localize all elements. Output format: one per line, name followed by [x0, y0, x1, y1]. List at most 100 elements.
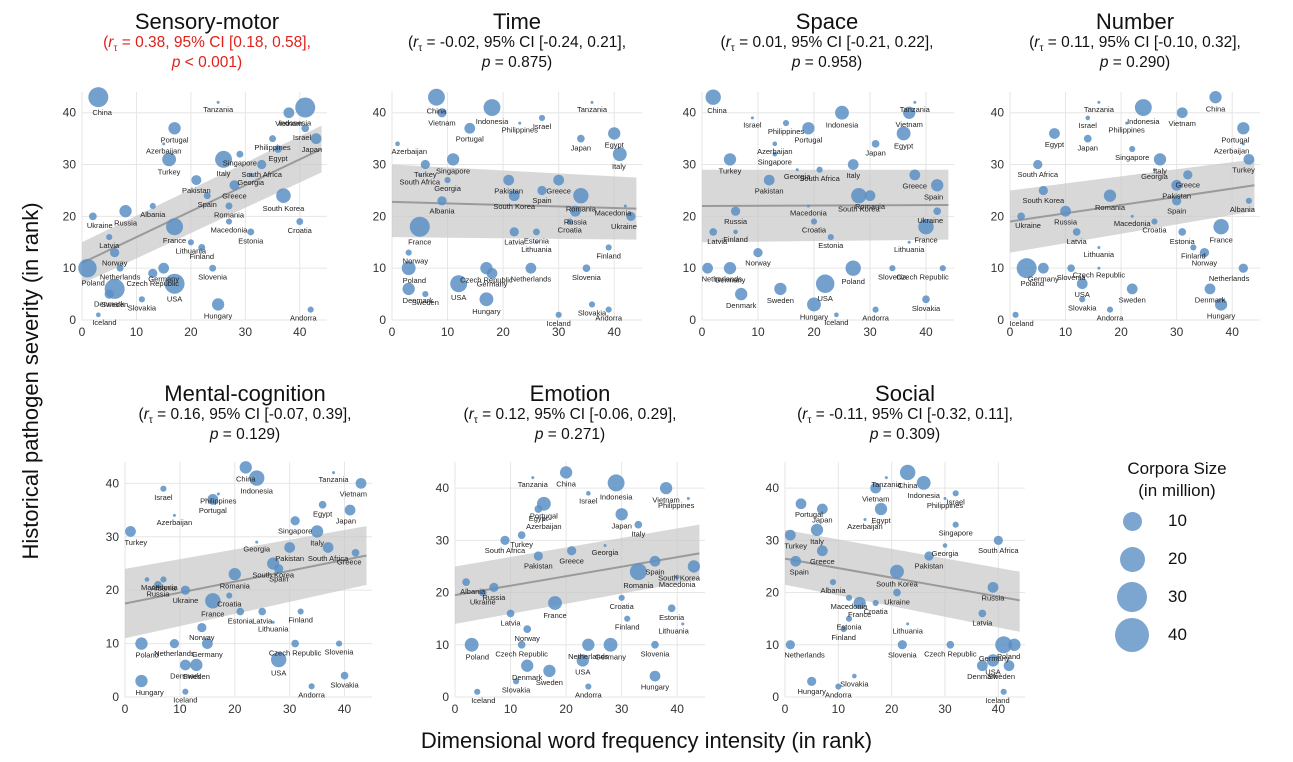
data-point	[446, 153, 460, 166]
data-point	[508, 190, 520, 202]
data-point	[255, 540, 259, 544]
x-axis-label: Dimensional word frequency intensity (in…	[420, 728, 873, 753]
data-point	[590, 100, 594, 104]
point-label: Latvia	[707, 237, 728, 246]
data-point	[943, 497, 947, 501]
point-label: Denmark	[726, 301, 757, 310]
data-point	[608, 127, 621, 140]
point-label: Japan	[336, 516, 356, 525]
data-point	[913, 100, 917, 104]
point-label: Vietnam	[862, 494, 889, 503]
point-label: France	[408, 238, 431, 247]
point-label: Iceland	[471, 696, 495, 705]
y-tick-label: 20	[106, 583, 120, 597]
data-point	[834, 312, 839, 318]
data-point	[168, 122, 181, 135]
point-label: Spain	[790, 568, 809, 577]
data-point	[993, 535, 1003, 545]
point-label: Georgia	[434, 184, 462, 193]
point-label: South Korea	[252, 571, 295, 580]
data-point	[790, 555, 802, 567]
data-point	[290, 516, 300, 526]
data-point	[577, 134, 585, 143]
data-point	[1126, 283, 1138, 295]
point-label: Azerbaijan	[146, 146, 181, 155]
data-point	[1209, 91, 1222, 104]
data-point	[864, 190, 876, 202]
data-point	[518, 121, 522, 125]
panel-title-emotion: Emotion (rτ = 0.12, 95% CI [-0.06, 0.29]…	[425, 381, 715, 443]
point-label: Indonesia	[279, 119, 312, 128]
point-label: Indonesia	[826, 121, 859, 130]
panel-name: Social	[875, 381, 935, 406]
point-label: Israel	[533, 122, 552, 131]
panel-stat: (rτ = -0.11, 95% CI [-0.32, 0.11],	[797, 406, 1013, 427]
point-label: Croatia	[1142, 226, 1167, 235]
data-point	[158, 262, 170, 274]
y-tick-label: 20	[373, 209, 387, 223]
data-point	[422, 291, 429, 298]
y-tick-label: 0	[442, 690, 449, 704]
point-label: Egypt	[605, 141, 625, 150]
panel-name: Emotion	[529, 381, 611, 406]
y-tick-label: 20	[991, 209, 1005, 223]
data-point	[462, 578, 470, 586]
data-point	[899, 464, 916, 481]
point-label: Portugal	[530, 512, 558, 521]
data-point	[437, 108, 447, 118]
data-point	[1190, 244, 1197, 251]
point-label: Romania	[566, 204, 597, 213]
data-point	[916, 475, 931, 490]
legend-label: 10	[1168, 511, 1187, 531]
point-label: Latvia	[501, 618, 522, 627]
data-point	[845, 260, 861, 276]
data-point	[939, 265, 946, 272]
trend-line	[81, 148, 322, 264]
data-point	[931, 179, 944, 192]
point-label: Latvia	[99, 241, 120, 250]
data-point	[198, 243, 206, 251]
data-point	[249, 470, 265, 486]
data-point	[978, 609, 987, 618]
panel-p: p = 0.875)	[481, 54, 553, 72]
panel-name: Mental-cognition	[164, 381, 326, 406]
point-label: Philippines	[502, 126, 539, 135]
point-label: France	[848, 610, 871, 619]
data-point	[201, 638, 213, 649]
panel-title-space: Space (rτ = 0.01, 95% CI [-0.21, 0.22], …	[682, 9, 972, 71]
point-label: Egypt	[529, 514, 549, 523]
point-label: Albania	[820, 586, 846, 595]
panel-p: p < 0.001)	[171, 54, 243, 72]
point-label: Lithuania	[658, 626, 689, 635]
data-point	[405, 249, 412, 256]
point-label: Philippines	[1109, 126, 1146, 135]
legend-entry: 30	[1102, 578, 1252, 616]
scatter-panel: 0 10 20 30 40 0 10 20 30 40 Tanzania China Indonesia…	[106, 461, 372, 716]
point-label: Norway	[189, 633, 215, 642]
point-label: Turkey	[414, 170, 437, 179]
point-label: South Korea	[263, 204, 306, 213]
data-point	[815, 274, 835, 293]
data-point	[464, 637, 479, 652]
point-label: Romania	[623, 581, 654, 590]
point-label: South Korea	[1022, 196, 1065, 205]
point-label: Slovakia	[128, 303, 157, 312]
data-point	[1079, 296, 1086, 303]
data-point	[401, 261, 416, 276]
data-point	[750, 116, 754, 120]
data-point	[236, 150, 244, 158]
point-label: Slovenia	[641, 650, 671, 659]
point-label: Israel	[154, 493, 173, 502]
x-tick-label: 40	[1226, 325, 1240, 339]
data-point	[182, 688, 189, 695]
y-tick-label: 30	[373, 158, 387, 172]
panel-p: p = 0.129)	[209, 426, 281, 444]
point-label: Portugal	[1221, 135, 1249, 144]
point-label: Andorra	[290, 314, 318, 323]
point-label: Georgia	[243, 545, 271, 554]
point-label: Finland	[189, 252, 214, 261]
data-point	[248, 172, 254, 178]
point-label: Hungary	[472, 307, 501, 316]
data-point	[483, 99, 501, 117]
data-point	[1060, 205, 1071, 217]
